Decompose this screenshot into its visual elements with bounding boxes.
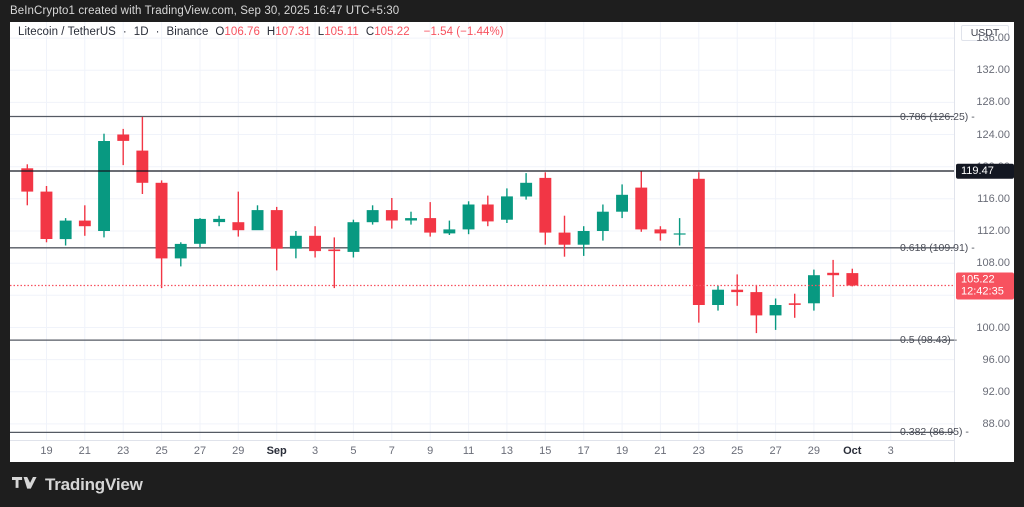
price-tick: 132.00 xyxy=(976,64,1010,77)
plot-svg xyxy=(10,22,954,440)
time-tick: 7 xyxy=(388,445,395,457)
tradingview-logo-icon xyxy=(12,476,37,489)
legend-exchange[interactable]: Binance xyxy=(166,26,209,38)
fib-level-label[interactable]: 0.618 (109.91) - xyxy=(900,241,975,254)
time-tick: 23 xyxy=(117,445,130,457)
time-tick: Sep xyxy=(266,445,287,457)
currency-badge[interactable]: USDT xyxy=(961,25,1009,41)
tradingview-logo[interactable]: TradingView xyxy=(12,475,143,495)
fib-level-label[interactable]: 0.382 (86.95) - xyxy=(900,426,969,439)
time-tick: 3 xyxy=(887,445,894,457)
legend-close-label: C xyxy=(365,26,375,38)
price-tick: 136.00 xyxy=(976,32,1010,45)
footer-bar: TradingView xyxy=(0,462,1024,507)
legend-high-label: H xyxy=(266,26,276,38)
time-tick: 19 xyxy=(40,445,53,457)
legend-interval[interactable]: 1D xyxy=(133,26,149,38)
price-tick: 88.00 xyxy=(982,417,1010,430)
time-tick: 9 xyxy=(427,445,434,457)
time-tick: 17 xyxy=(577,445,590,457)
fib-level-label[interactable]: 0.5 (98.43) - xyxy=(900,334,958,347)
time-tick: 19 xyxy=(615,445,629,457)
time-tick: 23 xyxy=(692,445,705,457)
time-tick: 3 xyxy=(312,445,319,457)
time-tick: 21 xyxy=(78,445,91,457)
attribution-watermark: BeInCrypto1 created with TradingView.com… xyxy=(0,0,1024,22)
legend-low-label: L xyxy=(317,26,325,38)
time-tick: 25 xyxy=(155,445,168,457)
time-tick: 13 xyxy=(500,445,514,457)
price-tick: 96.00 xyxy=(982,353,1010,366)
current-price-badge[interactable]: 105.22 12:42:35 xyxy=(956,272,1014,299)
price-tick: 112.00 xyxy=(977,225,1010,237)
time-tick: 11 xyxy=(462,445,475,457)
fib-level-label[interactable]: 0.786 (126.25) - xyxy=(900,110,975,123)
attribution-text: BeInCrypto1 created with TradingView.com… xyxy=(10,5,400,17)
bar-countdown: 12:42:35 xyxy=(961,285,1004,298)
price-tick: 108.00 xyxy=(976,257,1010,270)
time-scale[interactable]: 19 21 23 25 27 29 Sep 3 5 7 9 11 13 15 17 19 21 23 25 27 29 O… xyxy=(10,440,954,462)
last-price-badge[interactable]: 119.47 xyxy=(956,163,1014,179)
time-tick: 5 xyxy=(350,445,357,457)
time-tick: 29 xyxy=(232,445,245,457)
legend-low-value: 105.11 xyxy=(324,26,359,38)
time-tick: 27 xyxy=(769,445,782,457)
time-tick: 25 xyxy=(731,445,744,457)
legend-separator-1: · xyxy=(122,26,127,38)
legend-symbol[interactable]: Litecoin / TetherUS xyxy=(18,26,116,38)
price-tick: 128.00 xyxy=(976,96,1010,109)
time-tick: Oct xyxy=(843,445,862,457)
legend-close-value: 105.22 xyxy=(374,26,410,38)
price-tick: 100.00 xyxy=(976,321,1010,334)
time-tick: 27 xyxy=(193,445,207,457)
legend-open-value: 106.76 xyxy=(224,26,260,38)
legend-open-label: O xyxy=(215,26,225,38)
time-tick: 21 xyxy=(654,445,667,457)
current-price-value: 105.22 xyxy=(961,273,995,285)
chart-legend[interactable]: Litecoin / TetherUS · 1D · Binance O106.76 H10… xyxy=(18,26,504,38)
last-price-value: 119.47 xyxy=(961,164,994,177)
time-tick: 15 xyxy=(539,445,552,457)
time-tick: 29 xyxy=(807,445,821,457)
price-tick: 124.00 xyxy=(976,128,1010,141)
tradingview-logo-text: TradingView xyxy=(45,474,143,494)
chart-panel[interactable]: Litecoin / TetherUS · 1D · Binance O106.76 H10… xyxy=(10,22,1014,462)
legend-high-value: 107.31 xyxy=(275,26,311,38)
candlestick-plot-area[interactable] xyxy=(10,22,954,440)
price-tick: 116.00 xyxy=(977,192,1010,205)
legend-change: −1.54 (−1.44%) xyxy=(423,26,504,38)
price-scale[interactable]: USDT 136.00132.00128.00124.00120.00116.0… xyxy=(954,22,1014,462)
legend-separator-2: · xyxy=(155,26,160,38)
price-tick: 92.00 xyxy=(982,385,1010,398)
